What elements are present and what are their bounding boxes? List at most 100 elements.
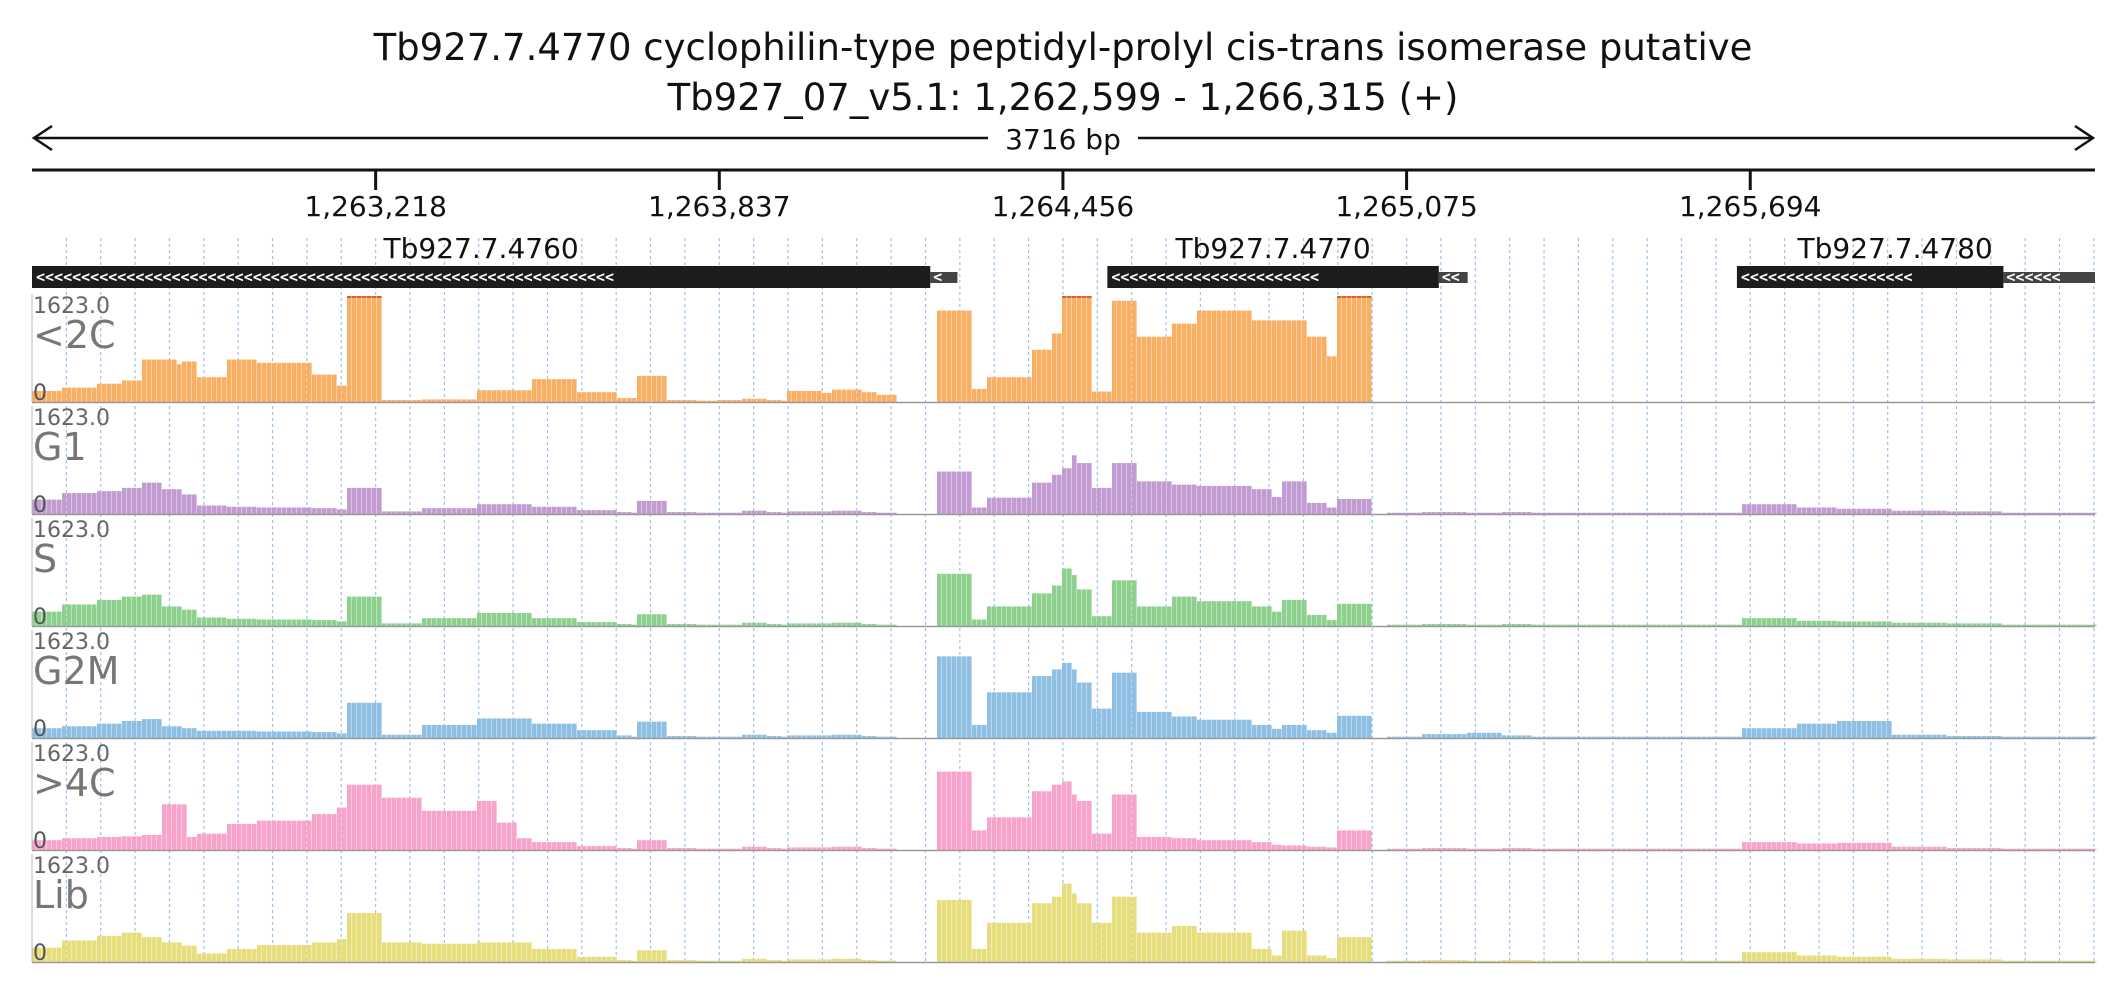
coverage-bar xyxy=(42,947,47,962)
coverage-bar xyxy=(122,836,127,850)
coverage-bar xyxy=(122,596,127,626)
coverage-bar xyxy=(1317,502,1322,514)
coverage-bar xyxy=(1767,504,1772,514)
coverage-bar xyxy=(1847,842,1852,850)
coverage-bar xyxy=(827,847,832,850)
coverage-bar xyxy=(1732,624,1737,626)
coverage-bar xyxy=(867,392,872,402)
coverage-bar xyxy=(372,784,377,850)
coverage-bar xyxy=(1777,618,1782,626)
coverage-bar xyxy=(1897,510,1902,514)
coverage-bar xyxy=(892,960,897,962)
track-name: G2M xyxy=(33,649,119,693)
coverage-bar xyxy=(1127,672,1132,738)
coverage-bar xyxy=(1642,624,1647,626)
coverage-bar xyxy=(877,848,882,850)
coverage-bar xyxy=(312,508,317,514)
coverage-bar xyxy=(182,361,187,402)
coverage-bar xyxy=(2042,624,2047,626)
coverage-bar xyxy=(447,508,452,514)
coverage-bar xyxy=(1247,485,1252,514)
coverage-bar xyxy=(847,734,852,738)
coverage-bar xyxy=(1152,932,1157,962)
coverage-bar xyxy=(1757,952,1762,962)
coverage-bar xyxy=(1797,620,1802,626)
coverage-bar xyxy=(547,618,552,626)
coverage-bar xyxy=(367,913,372,962)
coverage-bar xyxy=(1702,512,1707,514)
coverage-bar xyxy=(617,512,622,514)
coverage-bar xyxy=(1187,323,1192,402)
coverage-bar xyxy=(512,822,517,850)
coverage-bar xyxy=(82,838,87,850)
coverage-bar xyxy=(1887,508,1892,514)
coverage-bar xyxy=(2092,960,2097,962)
coverage-bar xyxy=(1902,846,1907,850)
coverage-bar xyxy=(2042,848,2047,850)
coverage-bar xyxy=(312,942,317,962)
coverage-bar xyxy=(1362,715,1367,738)
coverage-bar xyxy=(1432,960,1437,962)
coverage-bar xyxy=(362,702,367,738)
coverage-bar xyxy=(1922,622,1927,626)
coverage-bar xyxy=(422,943,427,962)
coverage-bar xyxy=(77,387,82,402)
coverage-bar xyxy=(1112,463,1117,514)
coverage-bar xyxy=(837,734,842,738)
coverage-bar xyxy=(732,512,737,514)
coverage-bar xyxy=(707,848,712,850)
coverage-bar xyxy=(347,913,352,962)
coverage-bar xyxy=(892,624,897,626)
coverage-bar xyxy=(1017,817,1022,850)
coverage-bar xyxy=(1027,377,1032,402)
coverage-bar xyxy=(887,848,892,850)
coverage-bar xyxy=(1137,932,1142,962)
coverage-bar xyxy=(2017,512,2022,514)
coverage-bar xyxy=(812,847,817,850)
coverage-bar xyxy=(1962,848,1967,850)
coverage-bar xyxy=(1227,719,1232,738)
coverage-bar xyxy=(352,913,357,962)
coverage-bar xyxy=(1487,732,1492,738)
coverage-bar xyxy=(447,943,452,962)
coverage-bar xyxy=(1082,682,1087,738)
coverage-bar xyxy=(1072,455,1077,514)
coverage-bar xyxy=(1622,960,1627,962)
coverage-bar xyxy=(1887,842,1892,850)
coverage-bar xyxy=(552,618,557,626)
clip-marker xyxy=(1362,296,1367,298)
coverage-bar xyxy=(1267,724,1272,738)
coverage-bar xyxy=(2027,848,2032,850)
strand-chevrons: <<<<<<<<<<<<<<<<<<< xyxy=(1741,268,1913,286)
coverage-bar xyxy=(862,512,867,514)
coverage-bar xyxy=(1137,711,1142,738)
coverage-bar xyxy=(472,399,477,402)
coverage-bar xyxy=(1837,721,1842,738)
coverage-bar xyxy=(172,942,177,962)
coverage-bar xyxy=(947,471,952,514)
coverage-bar xyxy=(1792,728,1797,738)
coverage-bar xyxy=(1852,956,1857,962)
coverage-bar xyxy=(627,398,632,402)
coverage-bar xyxy=(1142,606,1147,626)
coverage-bar xyxy=(107,491,112,514)
coverage-bar xyxy=(1727,848,1732,850)
coverage-bar xyxy=(487,612,492,626)
coverage-bar xyxy=(1997,736,2002,738)
coverage-bar xyxy=(797,735,802,738)
coverage-bar xyxy=(647,950,652,962)
coverage-bar xyxy=(1492,512,1497,514)
coverage-bar xyxy=(1517,735,1522,738)
coverage-bar xyxy=(47,728,52,738)
coverage-bar xyxy=(1197,601,1202,626)
coverage-bar xyxy=(592,622,597,626)
coverage-bar xyxy=(717,512,722,514)
coverage-bar xyxy=(212,833,217,850)
coverage-bar xyxy=(782,736,787,738)
coverage-bar xyxy=(1442,734,1447,738)
coverage-bar xyxy=(147,719,152,738)
coverage-bar xyxy=(97,723,102,738)
coverage-bar xyxy=(1367,498,1372,514)
coverage-bar xyxy=(242,948,247,962)
